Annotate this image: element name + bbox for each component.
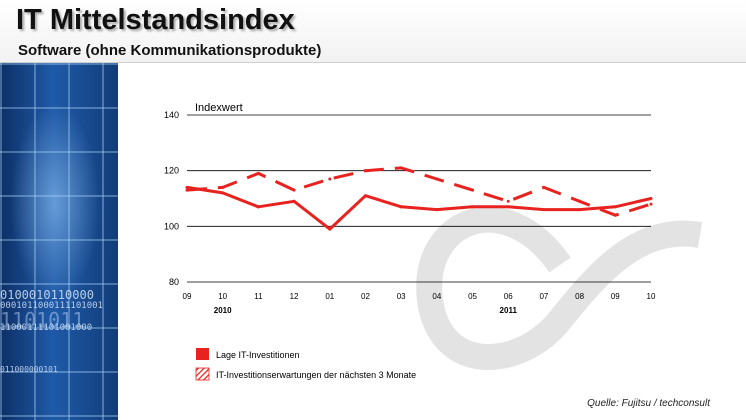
x-tick-label: 02 — [361, 292, 370, 301]
data-point — [506, 205, 510, 209]
data-point — [221, 185, 225, 189]
x-tick-label: 10 — [218, 292, 227, 301]
legend-label: IT-Investitionserwartungen der nächsten … — [216, 370, 416, 380]
data-point — [328, 227, 332, 231]
data-point — [256, 205, 260, 209]
data-point — [221, 191, 225, 195]
x-tick-label: 09 — [183, 292, 192, 301]
x-tick-label: 07 — [539, 292, 548, 301]
data-point — [292, 199, 296, 203]
data-point — [506, 199, 510, 203]
data-point — [185, 188, 189, 192]
binary-text: 0100010110000 — [0, 288, 94, 302]
data-point — [435, 177, 439, 181]
data-point — [363, 169, 367, 173]
data-point — [471, 205, 475, 209]
data-point — [435, 208, 439, 212]
data-point — [256, 171, 260, 175]
data-point — [578, 208, 582, 212]
data-point — [363, 194, 367, 198]
infinity-watermark-icon — [416, 206, 703, 371]
data-point — [399, 166, 403, 170]
side-glow — [10, 103, 100, 303]
x-tick-label: 04 — [432, 292, 441, 301]
legend-label: Lage IT-Investitionen — [216, 350, 300, 360]
data-point — [613, 205, 617, 209]
y-tick-label: 140 — [164, 110, 179, 120]
x-tick-label: 09 — [611, 292, 620, 301]
data-point — [578, 199, 582, 203]
data-point — [542, 185, 546, 189]
x-tick-label: 10 — [647, 292, 656, 301]
binary-text: 011000000101 — [0, 365, 58, 374]
x-tick-label: 03 — [397, 292, 406, 301]
data-point — [185, 185, 189, 189]
x-tick-label: 05 — [468, 292, 477, 301]
series-line-current — [186, 185, 652, 231]
source-note: Quelle: Fujitsu / techconsult — [587, 398, 710, 409]
legend-swatch — [195, 367, 210, 381]
y-tick-label: 80 — [169, 277, 179, 287]
data-point — [649, 197, 653, 200]
year-label: 2010 — [214, 306, 232, 315]
x-tick-label: 11 — [254, 292, 263, 301]
x-tick-label: 08 — [575, 292, 584, 301]
data-point — [328, 177, 332, 181]
decorative-side-image: 0100010110000 0001011000111101001 110101… — [0, 63, 118, 420]
binary-text: 11000111101001000 — [0, 323, 93, 333]
x-tick-label: 12 — [290, 292, 299, 301]
chart-title: Indexwert — [195, 102, 243, 114]
data-point — [613, 213, 617, 217]
page-title: IT Mittelstandsindex — [16, 4, 295, 36]
binary-text: 0001011000111101001 — [0, 301, 103, 311]
data-point — [471, 188, 475, 192]
y-tick-label: 120 — [164, 166, 179, 176]
data-point — [542, 208, 546, 212]
page-subtitle: Software (ohne Kommunikationsprodukte) — [18, 42, 322, 59]
header: IT Mittelstandsindex Software (ohne Komm… — [0, 0, 746, 63]
x-tick-label: 06 — [504, 292, 513, 301]
binary-text: 1101011 — [0, 308, 85, 332]
year-label: 2011 — [500, 306, 518, 315]
series-line-expectations — [186, 166, 652, 217]
data-point — [649, 202, 653, 206]
x-tick-label: 01 — [325, 292, 334, 301]
data-point — [399, 205, 403, 209]
y-tick-label: 100 — [164, 221, 179, 231]
legend-swatch — [196, 348, 209, 360]
data-point — [292, 188, 296, 192]
